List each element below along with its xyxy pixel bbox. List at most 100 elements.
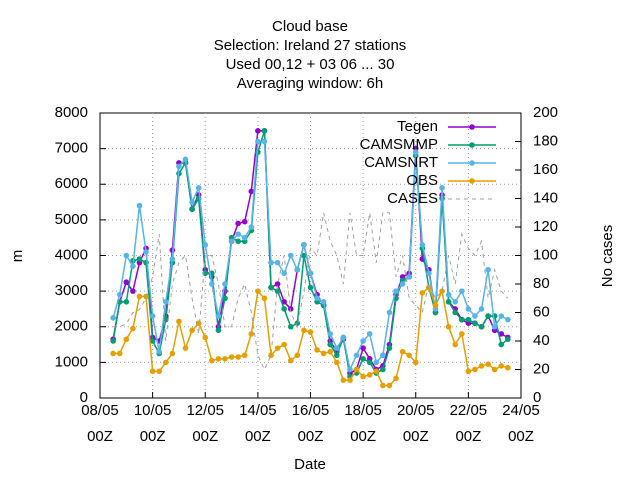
data-point [294, 352, 301, 359]
data-point [123, 299, 130, 305]
data-point [274, 281, 281, 287]
x-tick-label-line: 10/05 [134, 402, 172, 419]
data-point [439, 288, 445, 294]
data-point [373, 359, 380, 366]
data-point [327, 341, 334, 348]
data-point [130, 288, 136, 294]
data-point [478, 323, 485, 330]
data-point [143, 249, 149, 255]
data-point [314, 347, 320, 353]
data-point [162, 359, 169, 366]
data-point [458, 316, 465, 323]
data-point [452, 299, 459, 305]
data-point [347, 377, 353, 383]
data-point [248, 224, 255, 230]
data-point [195, 185, 202, 191]
data-point [162, 316, 169, 323]
data-point [445, 323, 452, 330]
legend-label: OBS [406, 172, 438, 189]
x-tick-label-line: 00Z [245, 428, 271, 445]
plot-frame [99, 112, 522, 399]
y-tick-label: 7000 [55, 140, 88, 157]
data-point [215, 313, 222, 319]
data-point [123, 336, 130, 343]
data-point [380, 366, 386, 373]
data-point [320, 350, 327, 357]
data-point [215, 356, 222, 362]
data-point [393, 375, 399, 382]
x-tick-label: 22/05 00Z [450, 402, 488, 445]
x-tick-label-line: 16/05 [292, 402, 330, 419]
data-point [176, 318, 182, 325]
data-point [353, 352, 360, 359]
data-point [149, 313, 156, 319]
data-point [287, 357, 294, 364]
data-point [380, 352, 386, 359]
legend-marker [469, 124, 475, 130]
x-tick-label-line: 00Z [403, 428, 429, 445]
chart-title: Cloud base [272, 18, 348, 35]
x-tick-label-line: 00Z [192, 428, 218, 445]
data-point [340, 377, 347, 383]
legend-marker [469, 178, 475, 184]
data-point [130, 325, 136, 332]
data-point [426, 270, 432, 277]
legend-label: CAMSNRT [364, 154, 438, 171]
data-point [209, 357, 215, 364]
data-point [235, 354, 241, 360]
data-point [498, 313, 505, 319]
data-point [380, 382, 386, 389]
data-point [287, 252, 294, 259]
x-tick-label-line: 22/05 [450, 402, 488, 419]
data-point [110, 350, 116, 357]
data-point [334, 345, 340, 351]
x-tick-label-line: 00Z [508, 428, 534, 445]
data-point [491, 366, 498, 373]
data-point [465, 306, 472, 312]
y-tick-label: 8000 [55, 104, 88, 121]
data-point [149, 368, 156, 375]
data-point [241, 352, 248, 359]
data-point [209, 281, 215, 287]
data-point [202, 242, 209, 248]
data-point [320, 299, 327, 305]
data-point [307, 284, 314, 291]
data-point [116, 350, 123, 357]
data-point [327, 331, 334, 337]
x-tick-label: 18/05 00Z [344, 402, 382, 445]
data-point [281, 341, 287, 348]
data-point [130, 263, 136, 269]
data-point [222, 281, 228, 287]
y2-tick-label: 60 [533, 303, 550, 320]
data-point [505, 364, 511, 371]
data-point [340, 334, 347, 341]
data-point [452, 309, 459, 316]
data-point [189, 327, 195, 334]
y2-axis-label: No cases [599, 225, 616, 288]
x-tick-label: 08/05 00Z [81, 402, 119, 445]
data-point [458, 288, 465, 294]
y-tick-label: 4000 [55, 246, 88, 263]
data-point [136, 293, 143, 300]
data-point [353, 366, 360, 373]
data-point [360, 338, 366, 344]
x-tick-label-line: 00Z [140, 428, 166, 445]
data-point [241, 218, 248, 225]
data-point [156, 348, 163, 355]
data-point [110, 315, 116, 321]
legend-label: CASES [387, 190, 438, 207]
data-point [472, 313, 478, 319]
x-tick-label: 20/05 00Z [397, 402, 435, 445]
data-point [307, 329, 314, 335]
data-point [472, 366, 478, 373]
x-tick-label: 14/05 00Z [239, 402, 277, 445]
data-point [261, 295, 268, 302]
y2-tick-label: 160 [533, 161, 558, 178]
data-point [255, 128, 261, 134]
legend-marker [469, 160, 475, 166]
data-point [399, 348, 406, 355]
y-tick-label: 1000 [55, 353, 88, 370]
y-tick-label: 0 [80, 389, 88, 406]
data-point [116, 291, 123, 298]
